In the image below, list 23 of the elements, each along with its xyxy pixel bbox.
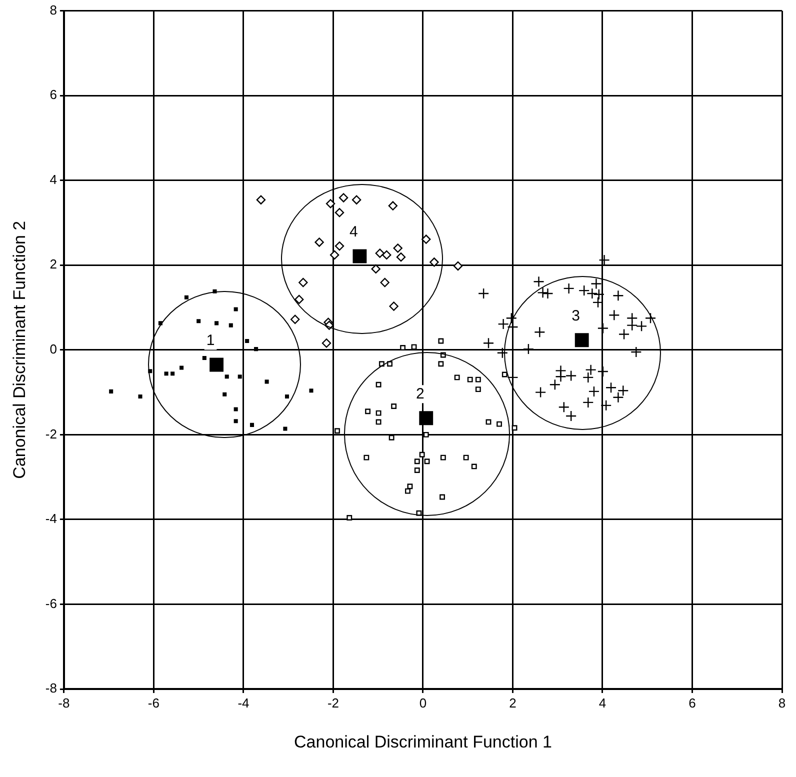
x-tick-label: -2	[327, 695, 340, 710]
y-axis-title: Canonical Discriminant Function 2	[10, 220, 29, 479]
x-tick-label: 4	[598, 695, 606, 710]
y-tick-label: 0	[50, 341, 57, 356]
annotation: 3	[572, 307, 580, 324]
annotation: 1	[206, 332, 215, 349]
x-tick-label: 0	[419, 695, 427, 710]
y-tick-label: -4	[45, 511, 57, 526]
y-tick-label: 8	[50, 2, 57, 18]
y-tick-label: 4	[50, 172, 57, 187]
x-tick-label: 8	[778, 695, 786, 710]
y-tick-label: -2	[45, 426, 57, 442]
y-tick-label: -6	[45, 596, 57, 611]
x-axis-title: Canonical Discriminant Function 1	[294, 732, 552, 752]
x-tick-label: 2	[509, 695, 516, 710]
x-tick-label: 6	[688, 695, 696, 710]
x-tick-label: -6	[148, 695, 160, 710]
y-tick-label: -8	[45, 680, 57, 696]
y-tick-label: 2	[50, 256, 57, 272]
annotation: 4	[350, 223, 358, 240]
y-tick-label: 6	[50, 87, 57, 102]
x-tick-label: -4	[238, 695, 250, 710]
annotation: 2	[416, 385, 424, 402]
